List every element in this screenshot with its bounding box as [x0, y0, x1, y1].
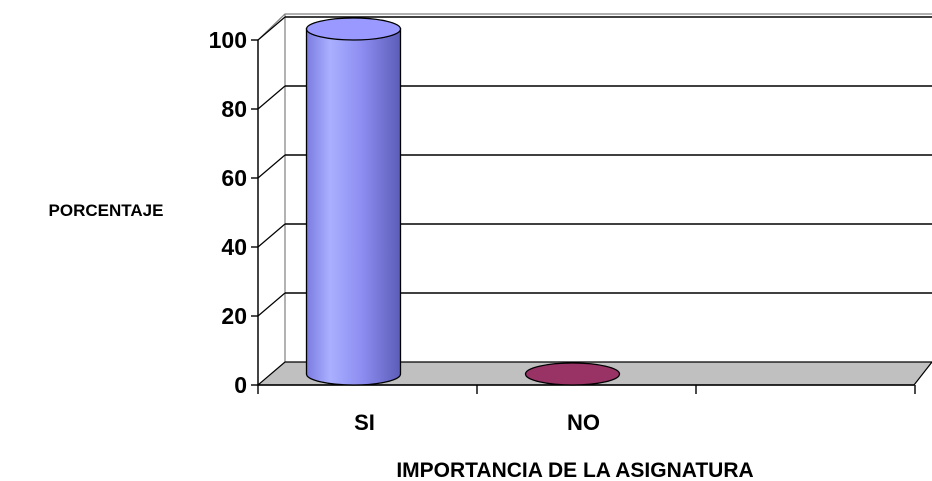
y-tick-label: 60	[221, 165, 247, 191]
bars	[305, 17, 621, 386]
y-axis-title: PORCENTAJE	[49, 201, 164, 220]
y-tick-label: 100	[209, 27, 247, 53]
y-tick-label: 80	[221, 96, 247, 122]
gridline-side	[257, 154, 286, 179]
gridline-side	[257, 223, 286, 248]
bar	[305, 17, 402, 386]
gridline-side	[257, 85, 286, 110]
y-tick-label: 0	[234, 372, 247, 398]
x-tick-label: SI	[354, 410, 375, 435]
y-tick-label: 20	[221, 303, 247, 329]
bar-body	[305, 28, 402, 386]
gridline-side	[257, 16, 286, 41]
bar	[524, 362, 621, 386]
bar-top	[524, 362, 621, 386]
y-axis: 0 20 40 60 80 100	[209, 27, 259, 398]
y-tick-label: 40	[221, 234, 247, 260]
x-axis-title: IMPORTANCIA DE LA ASIGNATURA	[396, 459, 753, 481]
x-axis: SI NO	[257, 384, 916, 435]
gridline-side	[257, 292, 286, 317]
bar-top	[305, 17, 402, 41]
x-tick-label: NO	[567, 410, 600, 435]
